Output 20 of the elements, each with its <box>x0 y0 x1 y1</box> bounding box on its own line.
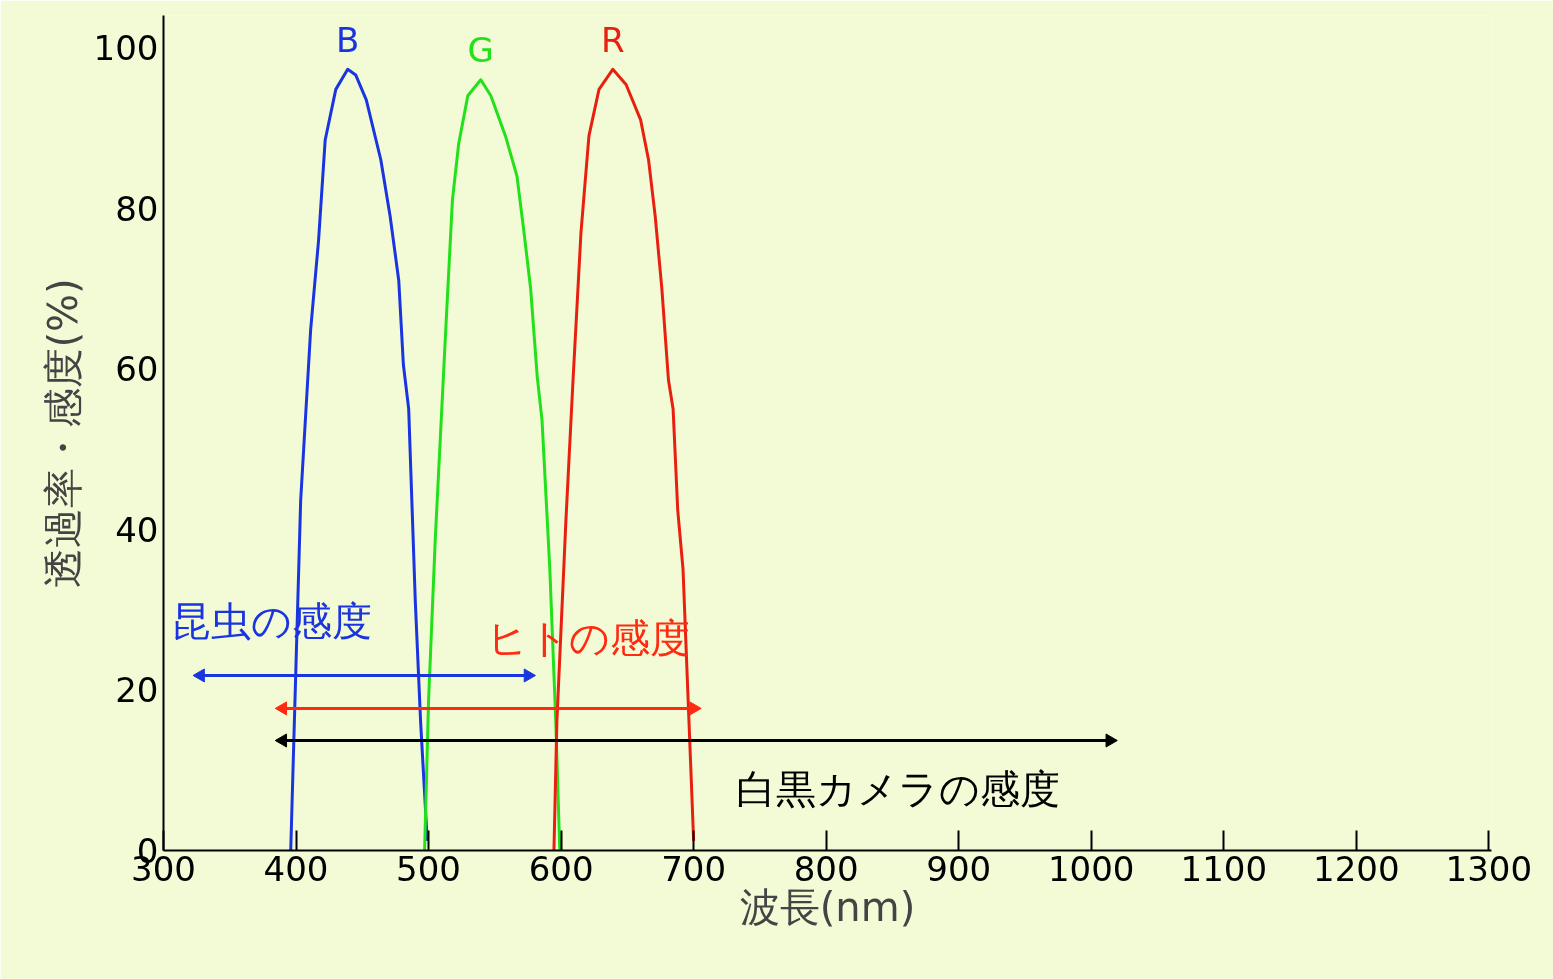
y-tick-label: 40 <box>115 509 159 550</box>
x-tick-label: 500 <box>396 848 462 889</box>
x-tick-label: 1300 <box>1445 848 1533 889</box>
x-tick-label: 1200 <box>1313 848 1400 889</box>
series-label: G <box>467 30 494 71</box>
series-label: R <box>600 19 625 60</box>
x-tick-label: 600 <box>528 848 594 889</box>
x-tick-label: 900 <box>926 848 992 889</box>
line-series <box>423 78 562 851</box>
y-tick-label: 20 <box>115 670 159 711</box>
y-tick-label: 80 <box>115 188 159 229</box>
series-label: B <box>336 19 360 60</box>
x-tick-label: 1100 <box>1180 848 1268 889</box>
y-tick-label: 60 <box>115 349 159 390</box>
x-tick-label: 400 <box>263 848 329 889</box>
annotation: 白黒カメラの感度 <box>735 765 1060 812</box>
x-tick-label: 1000 <box>1047 848 1135 889</box>
y-tick-label: 100 <box>93 28 159 69</box>
x-tick-label: 700 <box>661 848 727 889</box>
y-axis-title: 透過率・感度(%) <box>39 278 86 588</box>
